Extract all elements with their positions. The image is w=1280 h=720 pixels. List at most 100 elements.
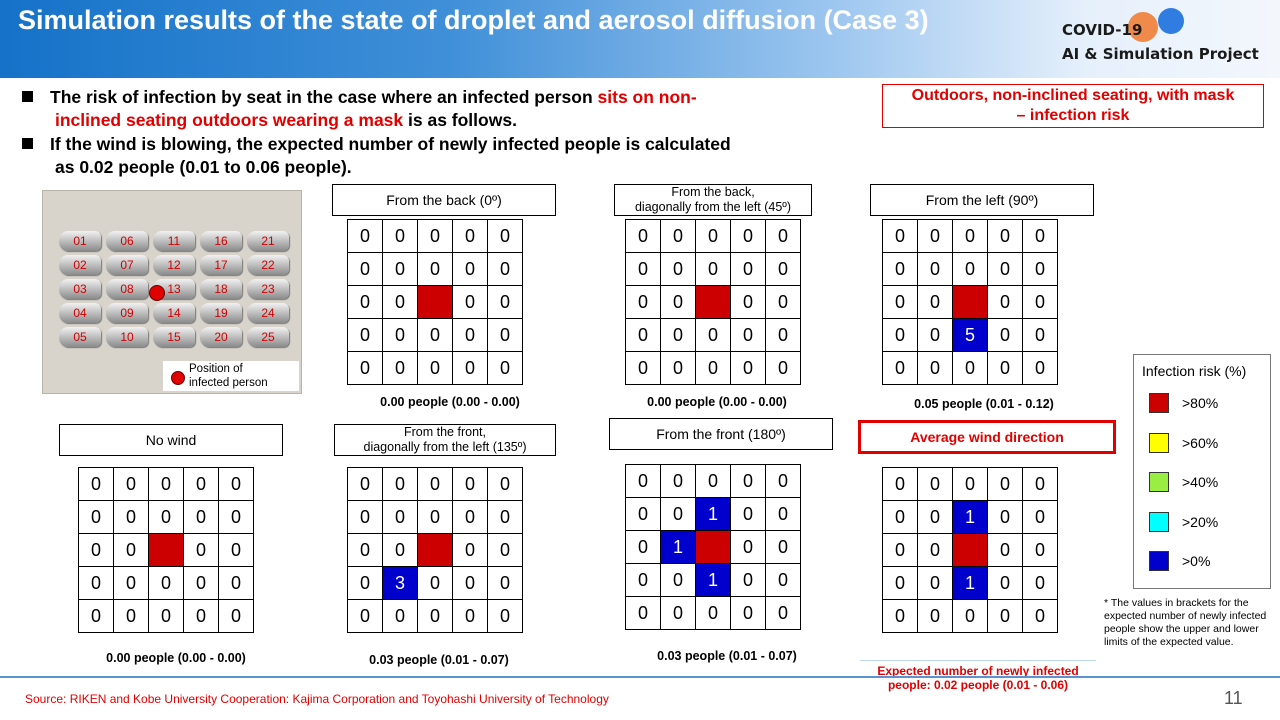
risk-cell: 0 xyxy=(730,497,766,531)
seat xyxy=(153,303,195,323)
risk-cell: 0 xyxy=(765,497,801,531)
seat-number: 07 xyxy=(120,258,134,272)
infected-seat-cell xyxy=(417,285,453,319)
risk-cell-positive: 5 xyxy=(952,318,988,352)
risk-cell: 0 xyxy=(382,500,418,534)
risk-cell-positive: 1 xyxy=(695,497,731,531)
risk-cell: 0 xyxy=(218,599,254,633)
risk-cell: 0 xyxy=(765,252,801,286)
average-caption-line-2: people: 0.02 people (0.01 - 0.06) xyxy=(887,678,1069,692)
bullet-1-highlight-b: inclined seating outdoors wearing a mask xyxy=(55,110,404,130)
risk-cell: 0 xyxy=(660,252,696,286)
risk-cell: 0 xyxy=(452,533,488,567)
risk-cell: 0 xyxy=(452,252,488,286)
seat-number: 18 xyxy=(214,282,228,296)
risk-cell: 0 xyxy=(730,252,766,286)
bullet-square-icon xyxy=(22,91,33,102)
page-number: 11 xyxy=(1224,688,1243,708)
seat-number: 15 xyxy=(167,330,181,344)
infected-position-label: Position of infected person xyxy=(189,362,268,390)
risk-cell: 0 xyxy=(347,533,383,567)
risk-cell: 0 xyxy=(660,285,696,319)
seat xyxy=(106,231,148,251)
seat-number: 10 xyxy=(120,330,134,344)
seat xyxy=(59,327,101,347)
risk-cell: 0 xyxy=(625,285,661,319)
risk-cell: 0 xyxy=(78,533,114,567)
risk-cell: 0 xyxy=(730,563,766,597)
risk-cell: 0 xyxy=(730,464,766,498)
case-title-line-2: – infection risk xyxy=(1016,107,1130,124)
seat xyxy=(200,327,242,347)
risk-cell: 0 xyxy=(987,599,1023,633)
seat-number: 05 xyxy=(73,330,87,344)
risk-cell: 0 xyxy=(382,351,418,385)
risk-level-label: >0% xyxy=(1182,553,1211,569)
panel-label-back-45-line-1: From the back, xyxy=(671,185,755,199)
risk-level-label: >60% xyxy=(1182,434,1219,451)
risk-cell: 0 xyxy=(113,566,149,600)
caption-back-0: 0.00 people (0.00 - 0.00) xyxy=(380,395,520,409)
risk-cell: 0 xyxy=(487,318,523,352)
seat-number: 22 xyxy=(261,258,275,272)
seat-number: 21 xyxy=(261,234,275,248)
risk-swatch xyxy=(1149,432,1169,453)
risk-cell: 0 xyxy=(987,285,1023,319)
caption-left-90: 0.05 people (0.01 - 0.12) xyxy=(914,397,1054,411)
seat-number: 24 xyxy=(261,306,275,320)
infected-position-dot-icon xyxy=(171,371,185,385)
risk-cell: 0 xyxy=(452,285,488,319)
panel-label-front-135-line-1: From the front, xyxy=(404,425,486,439)
risk-cell: 0 xyxy=(382,285,418,319)
footer-divider xyxy=(0,676,1280,678)
seat-number: 17 xyxy=(214,258,228,272)
risk-cell: 0 xyxy=(113,500,149,534)
risk-cell: 0 xyxy=(730,219,766,253)
risk-cell: 0 xyxy=(452,318,488,352)
risk-cell: 0 xyxy=(765,351,801,385)
seat xyxy=(200,303,242,323)
footnote: * The values in brackets for the expecte… xyxy=(1104,597,1267,648)
risk-cell: 0 xyxy=(347,219,383,253)
risk-cell: 0 xyxy=(882,318,918,352)
risk-cell: 0 xyxy=(917,500,953,534)
risk-level-label: >40% xyxy=(1182,474,1219,490)
seat xyxy=(200,279,242,299)
risk-cell: 0 xyxy=(417,467,453,501)
risk-cell: 0 xyxy=(917,467,953,501)
risk-cell: 0 xyxy=(917,566,953,600)
logo-line-2: AI & Simulation Project xyxy=(1062,45,1259,63)
risk-cell: 0 xyxy=(730,318,766,352)
risk-level-label: >80% xyxy=(1182,395,1219,411)
seat xyxy=(106,327,148,347)
risk-cell: 0 xyxy=(382,318,418,352)
risk-cell: 0 xyxy=(78,599,114,633)
risk-cell: 0 xyxy=(347,566,383,600)
risk-cell: 0 xyxy=(765,318,801,352)
infected-person-marker-icon xyxy=(149,285,165,301)
seat-number: 08 xyxy=(120,282,134,296)
risk-cell: 0 xyxy=(625,252,661,286)
risk-cell: 0 xyxy=(347,599,383,633)
seat-number: 20 xyxy=(214,330,228,344)
case-title-box: Outdoors, non-inclined seating, with mas… xyxy=(882,84,1264,128)
risk-cell: 0 xyxy=(1022,285,1058,319)
risk-cell: 0 xyxy=(148,467,184,501)
risk-cell: 0 xyxy=(695,596,731,630)
risk-cell: 0 xyxy=(660,318,696,352)
risk-cell: 0 xyxy=(113,599,149,633)
panel-label-front-135: From the front, diagonally from the left… xyxy=(334,424,556,456)
